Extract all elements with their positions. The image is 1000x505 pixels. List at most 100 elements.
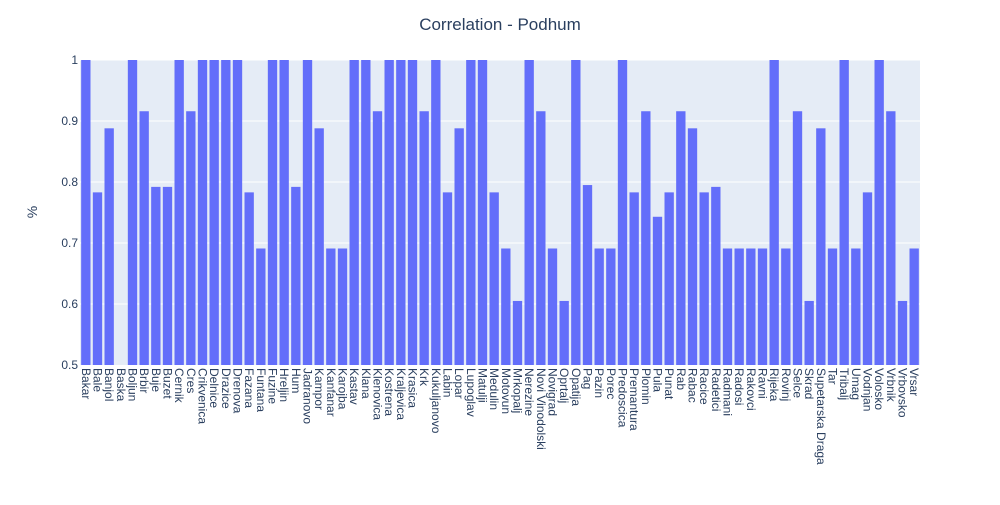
x-tick-label: Radosi: [732, 368, 746, 405]
bar: [407, 60, 418, 365]
bar: [349, 60, 359, 365]
x-tick-label: Cernik: [172, 368, 186, 404]
bar: [617, 60, 628, 365]
bars: [81, 60, 919, 366]
bar: [419, 111, 429, 366]
x-tick-label: Tar: [826, 368, 840, 385]
bar: [151, 186, 161, 365]
y-tick-label: 0.8: [61, 175, 78, 189]
x-tick-label: Fazana: [242, 368, 256, 408]
bar: [804, 300, 814, 365]
bar: [221, 60, 231, 365]
x-tick-label: Ravni: [756, 368, 770, 399]
x-tick-label: Kanfanar: [324, 368, 338, 417]
y-tick-label: 0.5: [61, 358, 78, 372]
x-tick-label: Racice: [697, 368, 711, 405]
bar: [372, 111, 383, 366]
bar: [454, 128, 464, 365]
x-tick-label: Krk: [417, 368, 431, 387]
y-tick-label: 0.9: [61, 114, 78, 128]
bar: [512, 300, 523, 365]
x-tick-label: Opatija: [569, 368, 583, 406]
x-tick-label: Baska: [114, 368, 128, 402]
x-tick-label: Bakar: [79, 368, 93, 399]
y-tick-label: 1: [71, 53, 78, 67]
x-tick-label: Buzet: [161, 368, 175, 399]
bar: [267, 60, 278, 365]
bar: [81, 60, 91, 365]
x-tick-label: Kraljevica: [394, 368, 408, 420]
bar: [886, 111, 896, 366]
x-tick-label: Umag: [849, 368, 863, 400]
x-tick-label: Klenovica: [371, 368, 385, 420]
x-tick-label: Mrkopalj: [511, 368, 525, 413]
bar: [489, 192, 499, 365]
bar: [536, 111, 546, 366]
x-tick-label: Funtana: [254, 368, 268, 412]
bar: [734, 248, 744, 365]
x-tick-label: Klana: [359, 368, 373, 399]
y-axis-ticks: 0.5 0.6 0.7 0.8 0.9 1: [61, 53, 78, 372]
x-tick-label: Crikvenica: [196, 368, 210, 424]
bar: [606, 248, 616, 365]
bar: [244, 192, 254, 365]
x-tick-label: Cres: [184, 368, 198, 393]
x-tick-label: Novigrad: [546, 368, 560, 416]
bar: [816, 128, 826, 365]
bar: [314, 128, 324, 365]
plot-area: [80, 60, 920, 365]
x-tick-label: Buje: [149, 368, 163, 392]
y-tick-label: 0.7: [61, 236, 78, 250]
x-tick-label: Hum: [289, 368, 303, 393]
x-tick-label: Drazice: [219, 368, 233, 409]
x-tick-label: Banjol: [102, 368, 116, 401]
bar: [571, 60, 581, 365]
bar: [384, 60, 394, 365]
bar: [851, 248, 861, 365]
bar: [139, 111, 149, 366]
x-tick-label: Boljun: [126, 368, 140, 401]
bar: [792, 111, 803, 366]
x-tick-label: Matulji: [476, 368, 490, 403]
x-tick-label: Rab: [674, 368, 688, 390]
x-tick-label: Motovun: [499, 368, 513, 414]
x-tick-label: Radetici: [709, 368, 723, 411]
x-tick-label: Kukuljanovo: [429, 368, 443, 434]
bar: [781, 248, 791, 365]
x-tick-label: Kostrena: [382, 368, 396, 416]
bar: [629, 192, 639, 365]
bar: [174, 60, 184, 365]
x-tick-label: Selce: [791, 368, 805, 398]
x-tick-label: Oprtalj: [557, 368, 571, 403]
bar: [127, 60, 138, 365]
x-tick-label: Punat: [662, 368, 676, 400]
x-tick-label: Brbir: [137, 368, 151, 393]
x-tick-label: Kampor: [312, 368, 326, 410]
x-tick-label: Medulin: [487, 368, 501, 410]
bar: [162, 186, 173, 365]
bar: [361, 60, 371, 365]
bar: [582, 185, 593, 365]
y-axis-title: %: [24, 206, 40, 218]
bar: [676, 111, 686, 366]
x-tick-label: Lupoglav: [464, 368, 478, 417]
bar: [722, 248, 733, 365]
bar: [396, 60, 406, 365]
x-tick-label: Plomin: [639, 368, 653, 405]
bar: [279, 60, 289, 365]
bar: [711, 186, 721, 365]
bar: [909, 248, 919, 365]
bar: [186, 111, 196, 366]
x-tick-label: Vodnjan: [861, 368, 875, 411]
bar: [291, 186, 301, 365]
bar: [746, 248, 756, 365]
bar: [209, 60, 219, 365]
bar: [501, 248, 511, 365]
x-tick-label: Delnice: [207, 368, 221, 408]
x-tick-label: Predoscica: [616, 368, 630, 428]
bar: [256, 248, 266, 365]
x-tick-label: Volosko: [872, 368, 886, 410]
x-tick-label: Vrsar: [907, 368, 921, 396]
